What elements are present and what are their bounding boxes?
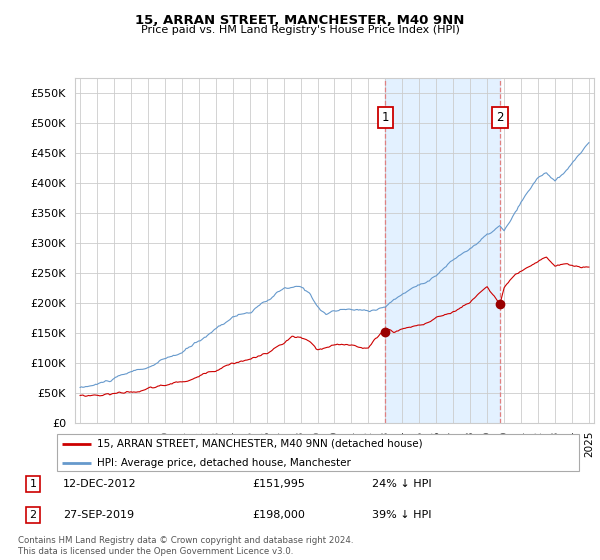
Text: 1: 1 — [382, 111, 389, 124]
Text: 12-DEC-2012: 12-DEC-2012 — [63, 479, 137, 489]
Text: £151,995: £151,995 — [252, 479, 305, 489]
Text: 39% ↓ HPI: 39% ↓ HPI — [372, 510, 431, 520]
Text: £198,000: £198,000 — [252, 510, 305, 520]
Bar — [385, 78, 500, 423]
Text: 2: 2 — [29, 510, 37, 520]
Text: 15, ARRAN STREET, MANCHESTER, M40 9NN (detached house): 15, ARRAN STREET, MANCHESTER, M40 9NN (d… — [97, 438, 423, 449]
Text: HPI: Average price, detached house, Manchester: HPI: Average price, detached house, Manc… — [97, 458, 351, 468]
Text: 2: 2 — [496, 111, 503, 124]
Text: Contains HM Land Registry data © Crown copyright and database right 2024.
This d: Contains HM Land Registry data © Crown c… — [18, 536, 353, 556]
Text: 24% ↓ HPI: 24% ↓ HPI — [372, 479, 431, 489]
Text: 27-SEP-2019: 27-SEP-2019 — [63, 510, 134, 520]
FancyBboxPatch shape — [56, 435, 580, 470]
Text: 1: 1 — [29, 479, 37, 489]
Text: 15, ARRAN STREET, MANCHESTER, M40 9NN: 15, ARRAN STREET, MANCHESTER, M40 9NN — [136, 14, 464, 27]
Text: Price paid vs. HM Land Registry's House Price Index (HPI): Price paid vs. HM Land Registry's House … — [140, 25, 460, 35]
